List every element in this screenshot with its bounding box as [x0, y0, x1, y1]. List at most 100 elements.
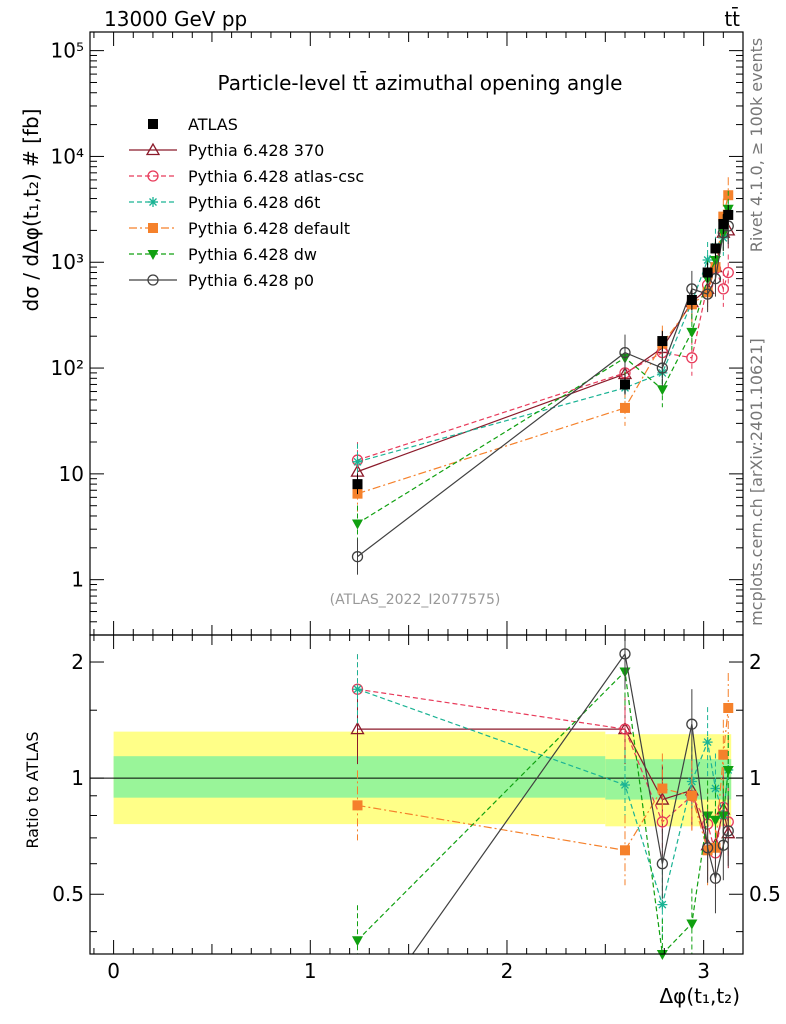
- series-point: [709, 272, 722, 285]
- series-ratio-point: [709, 872, 722, 884]
- series-ratio-point: [619, 648, 631, 660]
- series-ratio-point: [350, 721, 365, 735]
- series-point: [701, 288, 714, 300]
- ratio-plot-frame: [89, 634, 744, 955]
- legend-entry-1: Pythia 6.428 atlas-csc: [129, 167, 364, 186]
- series-line: [357, 211, 729, 463]
- legend-entry-4: Pythia 6.428 dw: [129, 245, 317, 264]
- legend: ATLAS Pythia 6.428 370 Pythia 6.428 atlas-…: [129, 115, 364, 290]
- ratio-tick-label: 2: [71, 650, 84, 674]
- y-axis-title: dσ / dΔφ(t₁,t₂) # [fb]: [19, 109, 43, 312]
- legend-label: Pythia 6.428 p0: [188, 271, 314, 290]
- legend-label: Pythia 6.428 d6t: [188, 193, 320, 212]
- series-layer: [350, 177, 736, 960]
- x-tick-label: 3: [697, 959, 710, 983]
- x-axis-title: Δφ(t₁,t₂): [659, 984, 740, 1008]
- series-2: [352, 193, 734, 940]
- series-ratio-point: [686, 919, 698, 930]
- legend-entry-3: Pythia 6.428 default: [129, 219, 350, 238]
- series-ratio-point: [352, 800, 363, 811]
- atlas-data-point: [657, 336, 668, 347]
- ratio-uncertainty-bands: [113, 731, 732, 827]
- ratio-tick-label: 1: [71, 766, 84, 790]
- atlas-data-point: [352, 479, 363, 490]
- series-point: [686, 352, 698, 364]
- legend-marker: [148, 197, 158, 207]
- atlas-data-layer: [352, 204, 734, 495]
- series-ratio-point: [657, 899, 668, 910]
- x-tick-label: 1: [304, 959, 317, 983]
- series-ratio-point: [619, 845, 630, 856]
- legend-marker: [147, 274, 159, 286]
- rivet-version-label: Rivet 4.1.0, ≥ 100k events: [747, 38, 766, 252]
- series-5: [351, 208, 734, 954]
- series-ratio-point: [718, 749, 729, 760]
- ratio-tick-label: 0.5: [52, 882, 84, 906]
- atlas-data-point: [619, 379, 630, 390]
- series-ratio-point: [722, 825, 734, 837]
- series-point: [686, 327, 698, 338]
- legend-marker: [148, 119, 158, 129]
- ratio-y-axis-title: Ratio to ATLAS: [23, 731, 42, 848]
- legend-entry-2: Pythia 6.428 d6t: [129, 193, 320, 212]
- legend-entry-atlas: ATLAS: [148, 115, 238, 134]
- series-line: [357, 195, 729, 495]
- series-point: [352, 456, 363, 467]
- series-ratio-point: [702, 737, 713, 748]
- series-ratio-point: [722, 765, 734, 776]
- series-ratio-line: [411, 652, 729, 954]
- series-point: [722, 266, 734, 279]
- legend-marker: [148, 223, 158, 233]
- series-point: [351, 551, 364, 563]
- legend-entry-0: Pythia 6.428 370: [129, 141, 324, 160]
- process-label: tt̄: [724, 6, 740, 31]
- series-point: [656, 385, 668, 396]
- y-tick-label: 10⁴: [51, 144, 84, 168]
- y-tick-label: 10: [59, 462, 84, 486]
- y-tick-label: 1: [71, 568, 84, 592]
- legend-label: Pythia 6.428 370: [188, 141, 324, 160]
- ratio-tick-label-right: 2: [749, 650, 762, 674]
- series-line: [357, 267, 729, 461]
- legend-label: Pythia 6.428 default: [188, 219, 350, 238]
- series-ratio-point: [657, 783, 668, 794]
- chart-title: Particle-level tt̄ azimuthal opening ang…: [218, 70, 623, 95]
- series-line: [357, 225, 729, 558]
- series-ratio-point: [709, 815, 721, 826]
- atlas-data-point: [710, 243, 721, 254]
- legend-entry-5: Pythia 6.428 p0: [129, 271, 314, 290]
- series-ratio-point: [701, 842, 714, 854]
- legend-marker: [145, 142, 161, 156]
- atlas-data-point: [718, 218, 729, 229]
- series-point: [619, 346, 631, 359]
- series-ratio-point: [656, 816, 669, 828]
- series-ratio-point: [686, 790, 697, 801]
- series-ratio-line: [357, 688, 729, 854]
- legend-marker: [147, 170, 159, 182]
- atlas-data-point: [702, 267, 713, 278]
- legend-label: Pythia 6.428 dw: [188, 245, 317, 264]
- series-point: [619, 402, 630, 413]
- series-ratio-point: [352, 684, 363, 695]
- stat-uncertainty-band: [113, 756, 606, 798]
- series-ratio-point: [656, 950, 668, 960]
- y-tick-label: 10³: [51, 250, 84, 274]
- series-ratio-point: [619, 779, 630, 790]
- y-tick-label: 10⁵: [51, 39, 84, 63]
- series-ratio-point: [656, 858, 669, 870]
- x-tick-label: 2: [501, 959, 514, 983]
- source-label: mcplots.cern.ch [arXiv:2401.10621]: [747, 338, 766, 626]
- ratio-tick-label-right: 1: [749, 766, 762, 790]
- series-ratio-point: [723, 702, 734, 713]
- series-line: [357, 229, 729, 473]
- atlas-data-point: [686, 294, 697, 305]
- series-ratio-line: [357, 688, 729, 907]
- series-ratio-point: [351, 936, 363, 947]
- series-ratio-line: [357, 707, 729, 852]
- stat-uncertainty-band: [605, 759, 732, 800]
- legend-label: Pythia 6.428 atlas-csc: [188, 167, 364, 186]
- series-point: [656, 362, 669, 374]
- series-point: [351, 519, 363, 530]
- energy-label: 13000 GeV pp: [104, 7, 247, 31]
